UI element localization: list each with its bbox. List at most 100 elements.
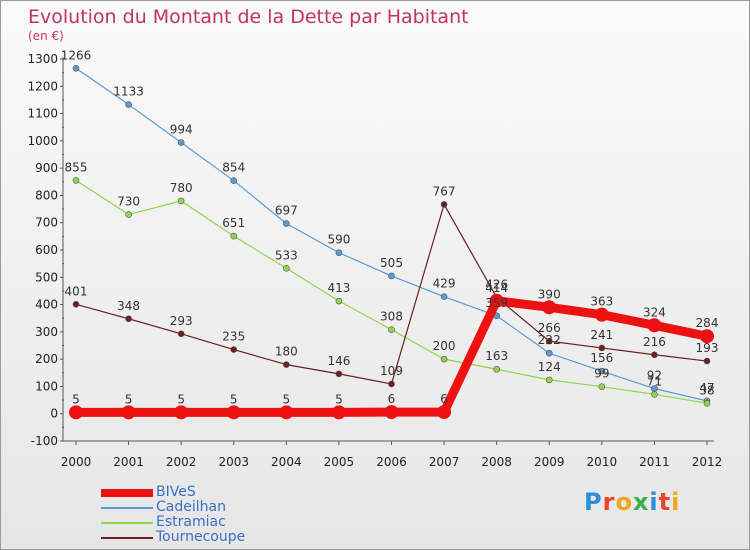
data-label: 193 <box>696 341 719 355</box>
y-tick-label: 100 <box>35 379 58 393</box>
data-point <box>651 391 658 398</box>
legend-label: Cadeilhan <box>156 499 226 515</box>
data-label: 99 <box>594 367 609 381</box>
x-tick-label: 2003 <box>218 455 249 469</box>
data-label: 359 <box>485 296 508 310</box>
legend-swatch <box>101 537 153 539</box>
data-label: 780 <box>170 181 193 195</box>
data-label: 216 <box>643 335 666 349</box>
x-tick-label: 2002 <box>166 455 197 469</box>
y-tick-label: 0 <box>50 407 58 421</box>
data-point <box>279 405 294 420</box>
data-label: 6 <box>388 392 396 406</box>
data-label: 241 <box>590 328 613 342</box>
data-label: 854 <box>222 161 245 175</box>
data-point <box>177 139 185 146</box>
data-point <box>230 346 238 353</box>
data-point <box>545 349 553 357</box>
data-point <box>125 101 132 108</box>
proxiti-logo: Proxiti <box>584 488 681 516</box>
data-label: 266 <box>538 321 561 335</box>
y-tick-label: 700 <box>35 216 58 230</box>
y-tick-label: 1300 <box>27 52 58 66</box>
data-label: 363 <box>590 295 613 309</box>
data-label: 71 <box>647 374 662 388</box>
data-label: 293 <box>170 314 193 328</box>
legend-label: Estramiac <box>156 514 226 530</box>
data-label: 730 <box>117 195 140 209</box>
data-label: 308 <box>380 310 403 324</box>
y-tick-label: 1100 <box>27 107 58 121</box>
data-label: 505 <box>380 256 403 270</box>
data-point <box>226 405 241 420</box>
data-point <box>72 300 80 308</box>
x-tick-label: 2001 <box>113 455 144 469</box>
data-point <box>384 405 399 420</box>
data-label: 855 <box>65 160 88 174</box>
data-point <box>283 264 290 272</box>
data-label: 222 <box>538 333 561 347</box>
data-point <box>703 357 711 365</box>
data-label: 146 <box>327 354 350 368</box>
data-point <box>335 297 343 305</box>
data-point <box>121 405 136 420</box>
data-point <box>335 249 343 257</box>
data-point <box>598 367 606 375</box>
x-tick-label: 2012 <box>692 455 723 469</box>
data-point <box>388 380 395 388</box>
data-label: 163 <box>485 349 508 363</box>
y-tick-label: 800 <box>35 188 58 202</box>
y-tick-label: 500 <box>35 270 58 284</box>
chart-unit-label: (en €) <box>28 29 64 43</box>
data-point <box>545 376 553 384</box>
data-point <box>388 272 395 280</box>
data-label: 92 <box>647 369 662 383</box>
legend-label: Tournecoupe <box>156 529 246 545</box>
data-label: 156 <box>590 351 613 365</box>
data-label: 429 <box>433 277 456 291</box>
x-tick-label: 2000 <box>61 455 92 469</box>
data-label: 5 <box>177 392 185 406</box>
data-point <box>72 177 80 184</box>
data-label: 651 <box>222 216 245 230</box>
x-tick-label: 2010 <box>587 455 618 469</box>
data-point <box>177 197 185 205</box>
data-label: 5 <box>283 392 291 406</box>
data-label: 6 <box>440 392 448 406</box>
data-point <box>598 344 606 352</box>
data-label: 5 <box>230 392 238 406</box>
legend-label: BIVeS <box>156 484 196 500</box>
data-point <box>69 405 83 420</box>
x-tick-label: 2005 <box>324 455 355 469</box>
data-point <box>651 351 658 359</box>
data-label: 38 <box>699 383 714 397</box>
data-point <box>489 293 504 308</box>
data-label: 5 <box>125 392 133 406</box>
data-point <box>125 211 132 218</box>
data-label: 390 <box>538 287 561 301</box>
data-label: 5 <box>335 392 343 406</box>
data-label: 994 <box>170 122 193 136</box>
data-label: 47 <box>699 381 714 395</box>
x-tick-label: 2007 <box>429 455 460 469</box>
data-label: 284 <box>696 316 719 330</box>
legend-swatch <box>101 507 153 509</box>
y-tick-label: 600 <box>35 243 58 257</box>
data-point <box>437 405 452 420</box>
data-point <box>177 330 185 338</box>
y-tick-label: 1000 <box>27 134 58 148</box>
x-tick-label: 2011 <box>639 455 670 469</box>
data-label: 109 <box>380 364 403 378</box>
x-tick-label: 2008 <box>481 455 512 469</box>
data-label: 180 <box>275 345 298 359</box>
data-point <box>440 355 448 363</box>
data-point <box>493 365 500 373</box>
y-tick-label: 1200 <box>27 79 58 93</box>
data-label: 324 <box>643 305 666 319</box>
data-label: 1266 <box>61 48 92 62</box>
y-tick-label: 400 <box>35 298 58 312</box>
data-label: 348 <box>117 299 140 313</box>
data-label: 401 <box>65 284 88 298</box>
data-point <box>72 64 80 72</box>
